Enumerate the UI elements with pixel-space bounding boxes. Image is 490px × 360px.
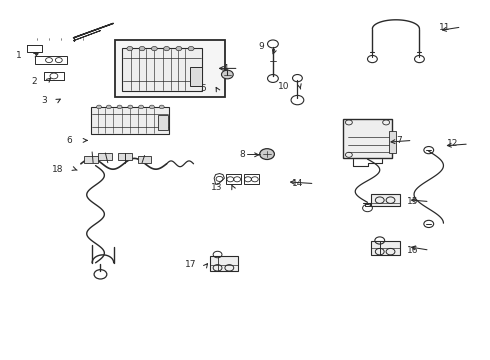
Bar bbox=[389, 131, 396, 153]
Bar bbox=[371, 194, 400, 206]
Bar bbox=[343, 119, 392, 158]
Text: 17: 17 bbox=[185, 260, 196, 269]
Circle shape bbox=[151, 46, 157, 51]
Text: 1: 1 bbox=[16, 51, 22, 60]
Text: 11: 11 bbox=[440, 22, 451, 31]
Bar bbox=[118, 153, 132, 160]
Bar bbox=[371, 241, 400, 255]
Circle shape bbox=[139, 46, 145, 51]
Bar bbox=[84, 156, 98, 163]
Circle shape bbox=[260, 149, 274, 159]
Bar bbox=[122, 48, 202, 91]
Circle shape bbox=[106, 105, 111, 109]
Bar bbox=[91, 107, 169, 134]
Text: 13: 13 bbox=[211, 183, 222, 192]
Text: 16: 16 bbox=[408, 246, 419, 255]
Bar bbox=[226, 174, 241, 184]
Bar bbox=[35, 56, 67, 64]
Circle shape bbox=[164, 46, 170, 51]
Bar bbox=[98, 153, 112, 160]
Circle shape bbox=[127, 46, 133, 51]
Bar bbox=[115, 40, 225, 97]
Circle shape bbox=[97, 105, 101, 109]
Text: 2: 2 bbox=[31, 77, 37, 85]
Text: 18: 18 bbox=[52, 165, 64, 174]
Bar bbox=[158, 115, 168, 130]
Text: 9: 9 bbox=[259, 42, 265, 51]
Text: 8: 8 bbox=[239, 150, 245, 159]
Text: 14: 14 bbox=[293, 179, 304, 188]
Circle shape bbox=[117, 105, 122, 109]
Circle shape bbox=[128, 105, 133, 109]
Circle shape bbox=[149, 105, 154, 109]
Bar bbox=[190, 67, 202, 86]
Text: 3: 3 bbox=[41, 96, 47, 105]
Circle shape bbox=[139, 105, 144, 109]
Text: 10: 10 bbox=[278, 82, 289, 91]
Text: 4: 4 bbox=[222, 64, 228, 73]
Circle shape bbox=[159, 105, 164, 109]
Text: 7: 7 bbox=[396, 136, 402, 145]
Text: 12: 12 bbox=[447, 139, 458, 148]
Circle shape bbox=[176, 46, 182, 51]
Bar bbox=[244, 174, 259, 184]
Bar bbox=[138, 156, 151, 163]
Text: 15: 15 bbox=[408, 197, 419, 206]
Text: 5: 5 bbox=[200, 84, 206, 93]
Bar bbox=[210, 256, 238, 271]
Circle shape bbox=[188, 46, 194, 51]
Text: 6: 6 bbox=[67, 136, 73, 145]
Circle shape bbox=[221, 70, 233, 79]
